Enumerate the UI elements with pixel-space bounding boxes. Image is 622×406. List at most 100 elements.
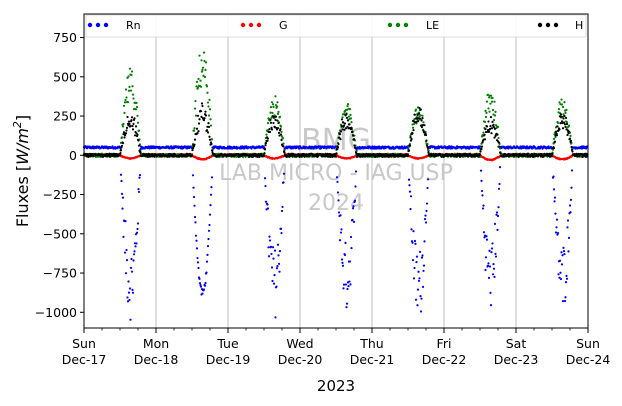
data-point [415,260,418,264]
data-point [554,231,558,234]
data-point [421,114,424,117]
data-point [407,178,411,181]
data-point [134,125,138,128]
data-point [132,253,136,256]
data-point [488,127,492,130]
data-point [195,239,198,242]
data-point [129,89,133,92]
data-point [131,291,135,294]
data-point [193,138,197,141]
data-point [567,130,571,133]
data-point [125,259,129,262]
data-point [269,118,272,121]
data-point [122,235,125,238]
data-point [487,130,491,133]
data-point [416,304,419,307]
data-point [202,74,205,77]
data-point [335,152,338,155]
data-point [415,255,419,258]
data-point [279,133,283,136]
data-point [563,101,566,104]
data-point [258,155,261,158]
data-point [341,264,345,267]
x-tick-day: Sat [506,336,527,351]
data-point [567,250,570,253]
data-point [492,262,495,266]
data-point [496,214,500,218]
data-point [479,169,483,172]
data-point [413,113,416,116]
data-point [560,251,563,254]
data-point [210,149,214,152]
data-point [490,127,494,130]
data-point [341,116,344,119]
data-point [422,131,426,134]
data-point [123,136,126,139]
legend-marker [387,22,393,28]
data-point [480,189,484,193]
x-tick-day: Mon [143,336,169,351]
data-point [269,106,273,109]
data-point [123,111,126,114]
data-point [129,124,132,128]
data-point [416,120,420,123]
data-point [119,149,123,152]
data-point [488,249,491,252]
data-point [202,288,206,291]
data-point [191,174,195,177]
data-point [349,283,352,286]
data-point [354,170,358,173]
data-point [135,242,138,245]
data-point [493,222,497,226]
data-point [351,134,355,137]
data-point [354,146,357,150]
data-point [352,205,355,208]
data-point [421,117,424,120]
data-point [197,122,201,125]
data-point [568,204,572,207]
data-point [489,102,492,105]
data-point [135,101,138,105]
data-point [485,111,488,115]
data-point [201,68,204,71]
data-point [122,104,126,107]
data-point [124,219,127,223]
legend[interactable]: Rn G LE H [85,14,587,38]
legend-marker [403,22,409,28]
data-point [410,137,413,140]
x-tick-day: Sun [576,336,600,351]
data-point [536,155,540,158]
data-point [271,103,275,106]
data-point [200,115,203,119]
data-point [132,97,135,100]
data-point [134,108,138,111]
data-point [554,130,558,133]
legend-marker [95,22,101,28]
data-point [562,113,565,116]
data-point [277,110,280,113]
data-point [210,186,213,189]
data-point [276,243,280,246]
data-point [276,127,280,130]
watermark: BMG LAB MICRO - IAG USP 2024 [219,123,453,216]
data-point [422,264,426,267]
data-point [270,266,274,269]
data-point [200,70,204,73]
data-point [202,51,206,54]
data-point [498,145,501,148]
data-point [266,203,269,206]
data-point [566,219,570,222]
legend-marker [553,22,559,28]
data-point [562,250,566,253]
data-point [566,133,569,137]
data-point [497,141,501,144]
data-point [199,85,203,88]
data-point [351,218,354,221]
data-point [291,154,294,157]
data-point [416,113,419,117]
data-point [342,287,345,290]
data-point [190,154,194,157]
data-point [494,252,497,255]
data-point [409,139,413,142]
legend-item-G: G [240,19,288,32]
